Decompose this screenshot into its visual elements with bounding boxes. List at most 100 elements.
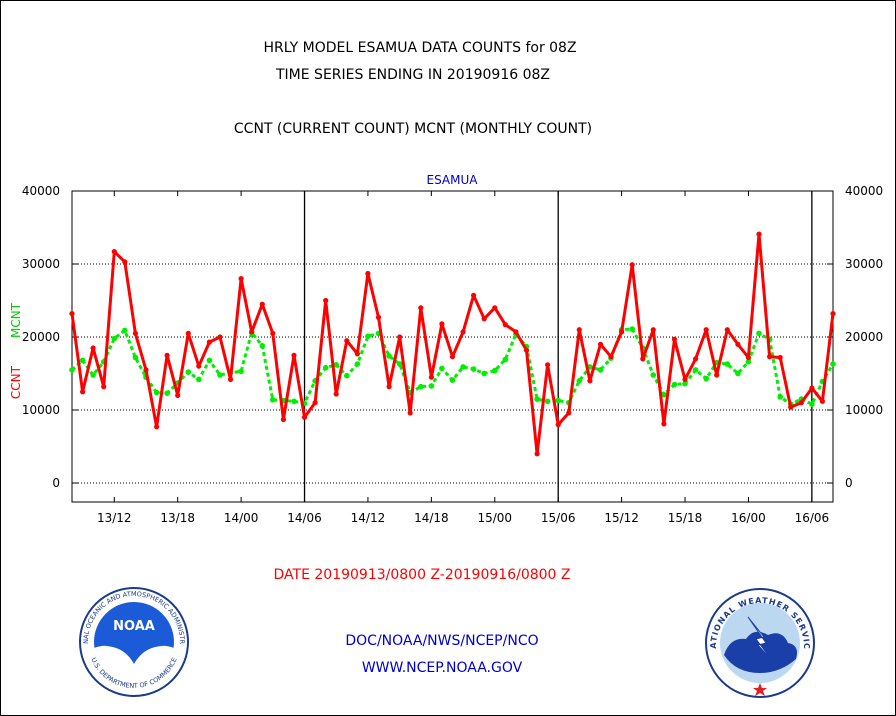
data-point-mcnt <box>69 367 75 373</box>
data-point-ccnt <box>80 389 86 395</box>
org-link[interactable]: DOC/NOAA/NWS/NCEP/NCO <box>345 633 538 649</box>
x-tick-label: 14/12 <box>351 511 386 525</box>
data-point-mcnt <box>164 390 170 397</box>
data-point-ccnt <box>185 330 191 336</box>
data-point-ccnt <box>523 347 530 353</box>
data-point-mcnt <box>291 398 297 405</box>
data-point-mcnt <box>650 372 657 378</box>
data-point-mcnt <box>122 327 128 334</box>
data-point-mcnt <box>79 357 86 364</box>
data-point-ccnt <box>545 362 551 368</box>
data-point-mcnt <box>196 376 202 383</box>
plot-area: 0 0 10000 10000 20000 20000 30000 30000 40000 400… <box>22 184 883 525</box>
data-point-mcnt <box>460 364 466 370</box>
data-point-ccnt <box>301 414 308 420</box>
data-point-ccnt <box>397 334 403 340</box>
data-point-mcnt <box>597 367 604 373</box>
data-point-ccnt <box>777 354 783 361</box>
data-point-ccnt <box>513 329 519 335</box>
noaa-logo-text: NOAA <box>113 619 155 634</box>
data-point-mcnt <box>629 326 635 332</box>
data-point-ccnt <box>640 356 646 362</box>
data-point-ccnt <box>471 292 477 298</box>
data-point-ccnt <box>714 372 720 378</box>
data-point-mcnt <box>386 353 392 359</box>
data-point-ccnt <box>333 391 339 397</box>
data-point-mcnt <box>735 370 741 377</box>
x-tick-label: 15/12 <box>604 511 639 525</box>
data-point-ccnt <box>534 451 540 457</box>
data-point-ccnt <box>587 378 593 384</box>
data-point-ccnt <box>629 262 635 268</box>
data-point-ccnt <box>671 336 678 342</box>
data-point-mcnt <box>544 398 551 405</box>
data-point-ccnt <box>101 384 107 390</box>
data-point-mcnt <box>470 366 477 372</box>
data-point-mcnt <box>418 383 424 390</box>
data-point-ccnt <box>143 367 149 373</box>
data-point-ccnt <box>767 354 773 360</box>
data-point-mcnt <box>132 354 139 361</box>
chart-subtitle: CCNT (CURRENT COUNT) MCNT (MONTHLY COUNT… <box>234 121 592 137</box>
data-point-ccnt <box>323 297 329 304</box>
data-point-mcnt <box>344 372 350 379</box>
data-point-ccnt <box>122 259 128 265</box>
data-point-mcnt <box>449 377 456 383</box>
data-point-ccnt <box>132 330 138 336</box>
plot-frame <box>71 190 834 503</box>
data-point-ccnt <box>555 422 561 428</box>
data-point-ccnt <box>154 424 160 430</box>
data-point-mcnt <box>534 396 540 402</box>
data-point-ccnt <box>650 327 656 333</box>
data-point-ccnt <box>344 338 350 344</box>
data-point-mcnt <box>671 381 678 388</box>
y-tick-label-right: 40000 <box>845 184 883 198</box>
data-point-ccnt <box>206 339 212 345</box>
data-point-mcnt <box>217 372 223 378</box>
data-point-mcnt <box>238 368 244 375</box>
y-tick-label-left: 40000 <box>22 184 60 198</box>
data-point-ccnt <box>312 400 318 406</box>
data-point-ccnt <box>69 311 75 317</box>
data-point-mcnt <box>396 361 403 367</box>
data-point-mcnt <box>206 357 213 364</box>
data-point-mcnt <box>428 383 435 389</box>
data-point-ccnt <box>619 329 625 335</box>
data-point-ccnt <box>175 392 181 398</box>
y-tick-label-left: 10000 <box>22 403 60 417</box>
y-tick-label-right: 10000 <box>845 403 883 417</box>
data-point-ccnt <box>756 231 762 237</box>
y-tick-label-left: 20000 <box>22 330 60 344</box>
x-tick-label: 15/06 <box>541 511 576 525</box>
data-point-ccnt <box>830 311 836 317</box>
data-point-mcnt <box>745 359 752 365</box>
data-point-ccnt <box>227 376 234 382</box>
data-point-ccnt <box>809 385 815 391</box>
data-point-ccnt <box>111 249 117 255</box>
y-axis-label-ccnt: CCNT <box>9 365 23 399</box>
x-tick-label: 13/12 <box>97 511 132 525</box>
data-point-mcnt <box>777 394 783 400</box>
y-tick-label-right: 0 <box>845 476 853 490</box>
website-link[interactable]: WWW.NCEP.NOAA.GOV <box>362 660 523 676</box>
data-point-mcnt <box>333 362 340 368</box>
data-point-mcnt <box>90 372 96 378</box>
noaa-logo-icon: NOAA NATIONAL OCEANIC AND ATMOSPHERIC AD… <box>79 587 189 697</box>
data-point-mcnt <box>259 343 266 349</box>
data-point-ccnt <box>217 334 223 340</box>
data-point-mcnt <box>682 380 688 387</box>
data-point-ccnt <box>608 354 614 360</box>
data-point-ccnt <box>238 276 244 282</box>
data-point-mcnt <box>354 361 361 367</box>
data-point-ccnt <box>407 410 413 416</box>
y-tick-label-right: 30000 <box>845 257 883 271</box>
data-point-ccnt <box>365 270 371 277</box>
data-point-mcnt <box>724 361 731 367</box>
data-point-ccnt <box>259 301 265 307</box>
data-point-ccnt <box>280 416 286 423</box>
x-tick-label: 14/06 <box>287 511 322 525</box>
x-tick-label: 15/18 <box>668 511 703 525</box>
data-point-ccnt <box>724 327 730 333</box>
x-tick-label: 16/00 <box>731 511 766 525</box>
